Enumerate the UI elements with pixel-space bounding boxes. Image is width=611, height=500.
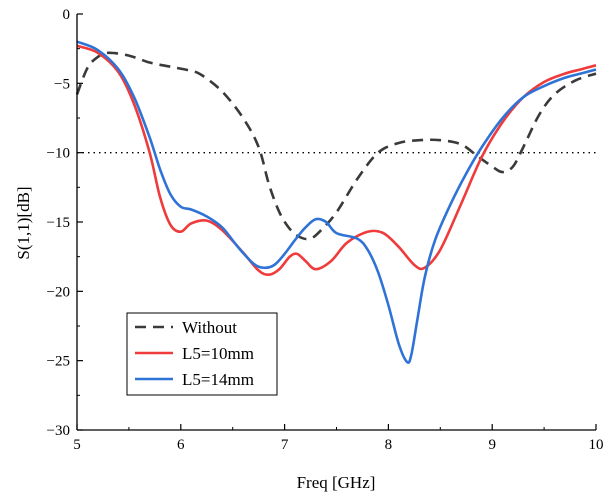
x-tick-label: 8 <box>385 437 393 453</box>
series-line-2 <box>76 44 597 277</box>
series-line-3 <box>76 40 597 365</box>
y-tick-label: −15 <box>47 215 70 231</box>
series-line-1 <box>75 51 597 241</box>
x-axis-title: Freq [GHz] <box>297 473 376 492</box>
y-axis-title: S(1,1)[dB] <box>14 186 33 259</box>
x-tick-label: 9 <box>488 437 496 453</box>
y-tick-label: −30 <box>47 423 70 439</box>
y-tick-label: −5 <box>54 76 70 92</box>
legend-label-3: L5=14mm <box>182 370 254 389</box>
axes-layer: 5 6 7 8 9 10 0 −5 −10 −15 −20 −25 −30 <box>47 7 604 453</box>
legend-label-2: L5=10mm <box>182 344 254 363</box>
x-tick-label: 5 <box>73 437 81 453</box>
x-tick-label: 10 <box>589 437 604 453</box>
y-tick-label: −20 <box>47 284 70 300</box>
x-tick-label: 6 <box>177 437 185 453</box>
legend-label-1: Without <box>182 318 237 337</box>
y-tick-label: 0 <box>63 7 71 23</box>
y-tick-label: −25 <box>47 354 70 370</box>
y-tick-label: −10 <box>47 146 70 162</box>
x-tick-label: 7 <box>281 437 289 453</box>
legend: Without L5=10mm L5=14mm <box>126 312 278 396</box>
series-layer <box>75 40 597 365</box>
